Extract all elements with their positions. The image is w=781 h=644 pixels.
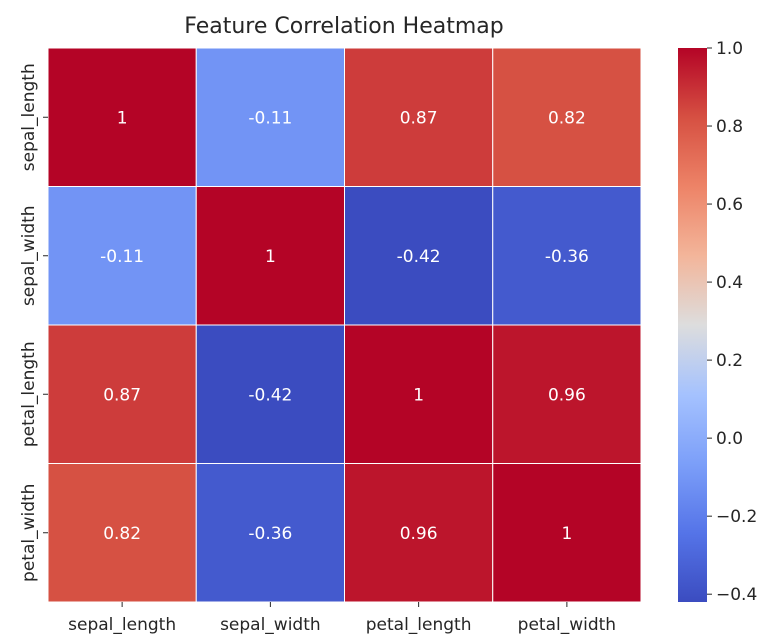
heatmap-cell	[47, 186, 197, 326]
y-tick-label: petal_width	[19, 484, 39, 582]
y-axis-ticks: sepal_length sepal_width petal_lengthpetal…	[19, 63, 48, 582]
cell-value-label: -0.42	[397, 247, 441, 267]
heatmap-cell	[344, 47, 494, 187]
y-tick-label: sepal_length	[19, 63, 39, 171]
heatmap-cell	[492, 186, 642, 326]
cell-value-label: -0.42	[248, 385, 292, 405]
colorbar-tick-label: −0.2	[716, 507, 757, 527]
colorbar-tick-label: 0.6	[716, 195, 743, 215]
heatmap-cell	[47, 47, 197, 187]
heatmap-cell	[195, 463, 345, 603]
heatmap-cells: 1 -0.11 0.87 0.82 -0.11 1 -0.42 -0.36 0.87 -0.42 1…	[47, 47, 642, 603]
cell-value-label: 0.82	[103, 524, 141, 544]
heatmap-cell	[492, 47, 642, 187]
cell-value-label: 0.82	[548, 108, 586, 128]
colorbar-tick-label: −0.4	[716, 585, 757, 605]
chart-title: Feature Correlation Heatmap	[184, 14, 504, 39]
x-tick-label: sepal_width	[220, 615, 321, 635]
cell-value-label: -0.11	[100, 247, 144, 267]
cell-value-label: 0.87	[103, 385, 141, 405]
heatmap-cell	[195, 324, 345, 464]
heatmap-cell	[195, 47, 345, 187]
y-tick-label: petal_length	[19, 341, 39, 447]
colorbar-gradient	[678, 48, 707, 602]
colorbar-tick-label: 0.0	[716, 429, 743, 449]
heatmap-cell	[344, 463, 494, 603]
y-tick-label: sepal_width	[19, 205, 39, 306]
heatmap-cell	[492, 463, 642, 603]
cell-value-label: -0.36	[248, 524, 292, 544]
cell-value-label: 1	[413, 385, 424, 405]
x-tick-label: sepal_length	[68, 615, 176, 635]
cell-value-label: 1	[117, 108, 128, 128]
heatmap-cell	[47, 463, 197, 603]
colorbar: 1.0 0.8 0.6 0.4 0.2 0.0 −0.2 −0.4	[678, 39, 757, 605]
cell-value-label: 0.87	[400, 108, 438, 128]
cell-value-label: 1	[265, 247, 276, 267]
cell-value-label: -0.36	[545, 247, 589, 267]
cell-value-label: 1	[561, 524, 572, 544]
x-tick-label: petal_width	[518, 615, 616, 635]
colorbar-tick-label: 0.2	[716, 351, 743, 371]
cell-value-label: -0.11	[248, 108, 292, 128]
colorbar-tick-label: 1.0	[716, 39, 743, 59]
cell-value-label: 0.96	[400, 524, 438, 544]
colorbar-tick-label: 0.4	[716, 273, 743, 293]
cell-value-label: 0.96	[548, 385, 586, 405]
heatmap-cell	[195, 186, 345, 326]
x-axis-ticks: sepal_length sepal_width petal_length petal…	[68, 602, 616, 635]
x-tick-label: petal_length	[366, 615, 472, 635]
colorbar-tick-label: 0.8	[716, 117, 743, 137]
heatmap-cell	[492, 324, 642, 464]
